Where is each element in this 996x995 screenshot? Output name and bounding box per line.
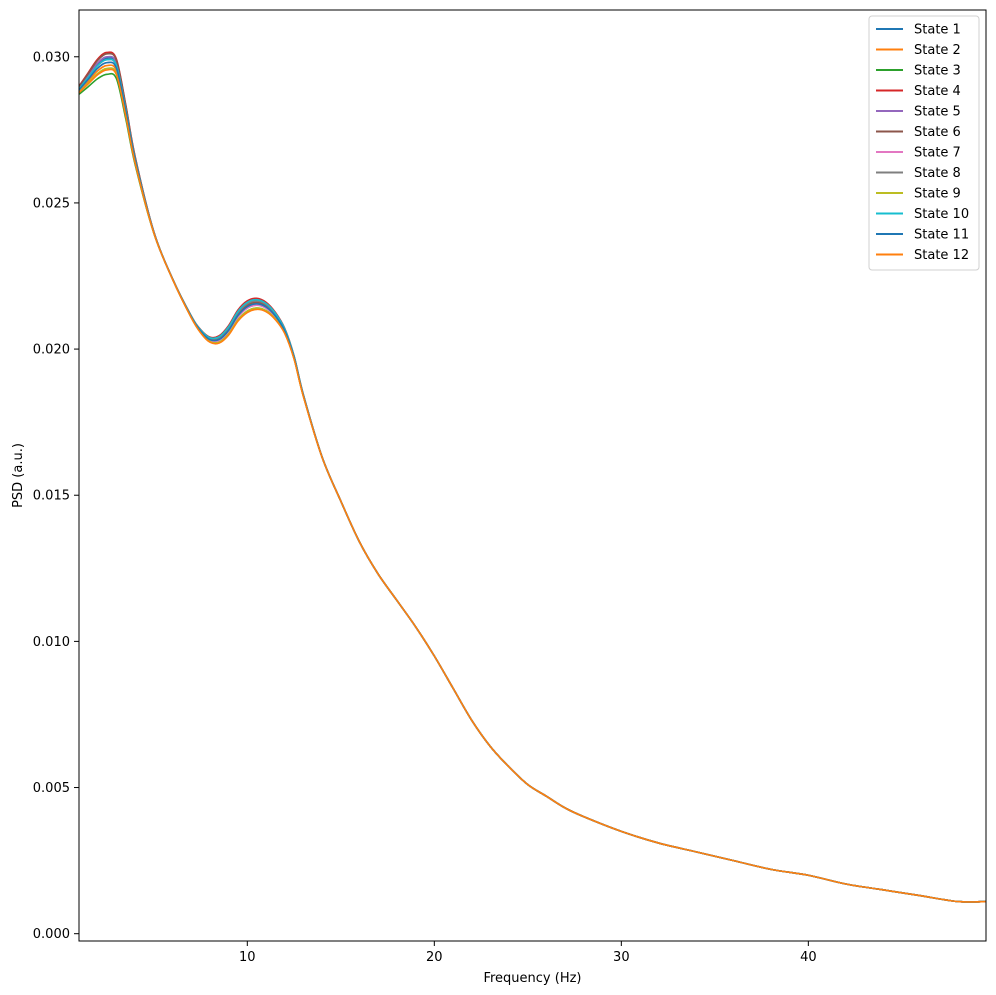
x-tick-label: 30 [613, 950, 630, 965]
legend-label: State 12 [914, 248, 969, 263]
y-tick-label: 0.000 [33, 927, 70, 942]
legend-label: State 8 [914, 166, 961, 181]
y-tick-label: 0.030 [33, 50, 70, 65]
legend-label: State 5 [914, 105, 961, 120]
x-axis-title: Frequency (Hz) [483, 971, 581, 986]
legend: State 1 State 2 State 3 State 4 State 5 State… [868, 15, 980, 271]
y-tick-label: 0.005 [33, 781, 70, 796]
y-axis-title: PSD (a.u.) [11, 443, 26, 508]
y-tick-label: 0.010 [33, 635, 70, 650]
legend-label: State 11 [914, 228, 969, 243]
legend-label: State 10 [914, 207, 969, 222]
x-tick-label: 10 [239, 950, 256, 965]
legend-label: State 7 [914, 146, 961, 161]
x-tick-label: 40 [800, 950, 817, 965]
plot-frame [78, 9, 987, 942]
series-layer [79, 51, 986, 903]
x-axis: 10 20 30 40 [239, 941, 817, 965]
x-tick-label: 20 [426, 950, 443, 965]
legend-label: State 3 [914, 64, 961, 79]
legend-label: State 4 [914, 84, 961, 99]
legend-label: State 6 [914, 125, 961, 140]
y-tick-label: 0.020 [33, 343, 70, 358]
series-clip-group [79, 51, 986, 903]
legend-label: State 1 [914, 23, 961, 38]
legend-label: State 2 [914, 43, 961, 58]
series-line-state-12 [79, 68, 986, 903]
y-tick-label: 0.015 [33, 489, 70, 504]
y-tick-label: 0.025 [33, 196, 70, 211]
y-axis: 0.000 0.005 0.010 0.015 0.020 0.025 0.030 [33, 50, 79, 942]
legend-label: State 9 [914, 187, 961, 202]
legend-box [868, 15, 980, 271]
